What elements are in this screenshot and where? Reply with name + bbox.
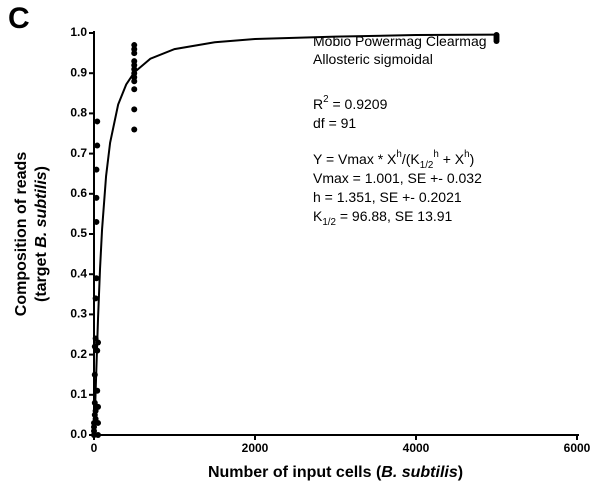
y-tick-label: 0.6 <box>70 186 87 200</box>
text-part: K <box>313 208 323 224</box>
point <box>93 166 100 173</box>
annotation: Allosteric sigmoidal <box>313 51 433 67</box>
point <box>91 399 98 406</box>
point <box>95 419 102 426</box>
text-part: ) <box>470 151 475 167</box>
text-part: Vmax = 1.001, SE +- 0.032 <box>313 170 482 186</box>
text-part: B. subtilis <box>381 464 458 481</box>
y-axis-label: (target B. subtilis) <box>33 166 50 302</box>
text-part: h <box>464 149 469 160</box>
point <box>131 42 138 49</box>
y-tick-label: 0.2 <box>70 347 87 361</box>
text-part: Y = Vmax * X <box>313 151 397 167</box>
text-part: = 0.9209 <box>329 96 388 112</box>
point <box>95 339 102 346</box>
point <box>131 126 138 133</box>
x-axis-label: Number of input cells (B. subtilis) <box>208 464 463 481</box>
point <box>94 387 101 394</box>
text-part: /(K <box>402 151 421 167</box>
y-tick-label: 0.1 <box>70 387 87 401</box>
text-part: h <box>396 149 401 160</box>
panel-label: C <box>8 2 30 35</box>
y-tick-label: 0.4 <box>70 266 87 280</box>
point <box>93 218 100 225</box>
y-tick-label: 0.7 <box>70 146 87 160</box>
text-part: Composition of reads <box>13 152 30 317</box>
y-tick-label: 0.8 <box>70 106 87 120</box>
text-part: B. subtilis <box>33 171 50 248</box>
y-tick-label: 0.5 <box>70 226 87 240</box>
text-part: 2 <box>323 94 328 105</box>
text-part: (target <box>33 248 50 302</box>
annotation: K1/2 = 96.88, SE 13.91 <box>313 208 453 228</box>
y-tick-label: 1.0 <box>70 25 87 39</box>
point <box>94 118 101 125</box>
point <box>93 275 100 282</box>
y-axis-label: Composition of reads <box>13 152 30 317</box>
point <box>131 106 138 113</box>
text-part: R <box>313 96 323 112</box>
annotation: Mobio Powermag Clearmag <box>313 33 487 49</box>
x-tick-label: 0 <box>91 441 98 455</box>
text-part: ) <box>458 464 463 481</box>
text-part: ) <box>33 166 50 171</box>
y-tick-label: 0.0 <box>70 427 87 441</box>
text-part: df = 91 <box>313 115 356 131</box>
y-tick-label: 0.9 <box>70 65 87 79</box>
point <box>95 432 102 438</box>
text-part: Allosteric sigmoidal <box>313 51 433 67</box>
x-tick-label: 6000 <box>564 441 591 455</box>
annotation: Vmax = 1.001, SE +- 0.032 <box>313 170 482 186</box>
annotation: R2 = 0.9209 <box>313 94 388 112</box>
text-part: Number of input cells ( <box>208 464 382 481</box>
point <box>91 371 98 378</box>
point <box>94 347 101 354</box>
point <box>92 295 99 302</box>
fit-curve <box>93 33 497 436</box>
point <box>93 194 100 201</box>
point <box>131 86 138 93</box>
point <box>493 32 500 39</box>
text-part: = 96.88, SE 13.91 <box>336 208 453 224</box>
text-part: 1/2 <box>420 160 434 171</box>
x-tick-label: 2000 <box>242 441 269 455</box>
annotation: h = 1.351, SE +- 0.2021 <box>313 189 462 205</box>
text-part: h = 1.351, SE +- 0.2021 <box>313 189 462 205</box>
point <box>94 142 101 149</box>
point <box>131 58 138 65</box>
annotation: df = 91 <box>313 115 356 131</box>
text-part: + X <box>439 151 465 167</box>
point <box>95 403 102 410</box>
text-part: 1/2 <box>322 217 336 228</box>
y-tick-label: 0.3 <box>70 307 87 321</box>
annotation: Y = Vmax * Xh/(K1/2h + Xh) <box>313 149 474 171</box>
x-tick-label: 4000 <box>403 441 430 455</box>
text-part: Mobio Powermag Clearmag <box>313 33 487 49</box>
text-part: h <box>433 149 438 160</box>
